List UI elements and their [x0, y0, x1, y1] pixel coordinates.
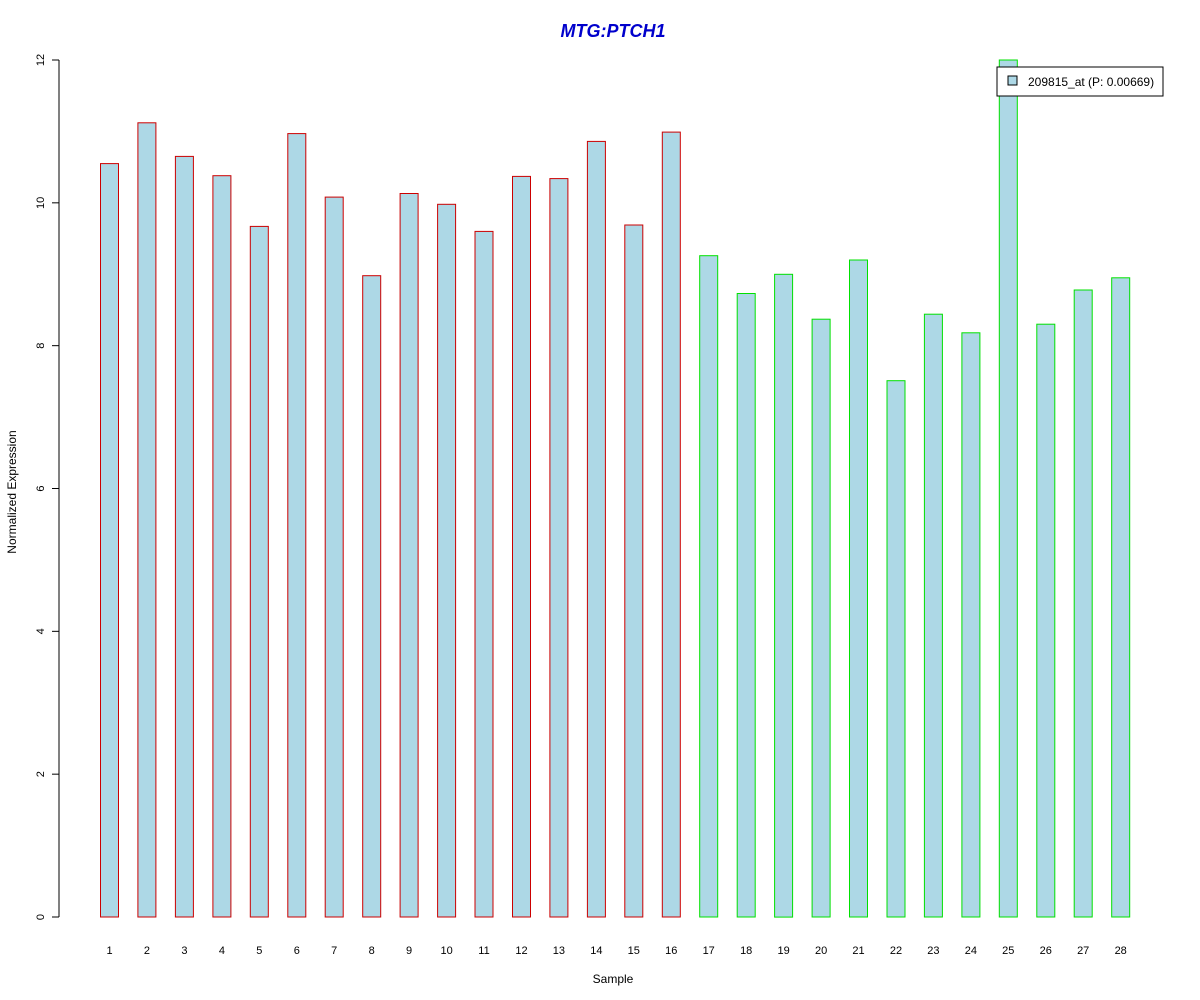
bar	[699, 255, 719, 918]
bar	[661, 131, 681, 918]
bar	[1036, 323, 1056, 918]
bar	[849, 259, 868, 918]
x-tick-label: 23	[927, 945, 939, 957]
x-tick-label: 14	[590, 945, 602, 957]
bar	[1111, 277, 1131, 918]
x-tick-label: 1	[106, 945, 112, 957]
bar	[512, 175, 531, 918]
x-tick-label: 7	[331, 945, 337, 957]
y-tick-label: 4	[35, 628, 47, 634]
x-tick-label: 10	[440, 945, 452, 957]
x-tick-label: 13	[553, 945, 565, 957]
bar	[998, 59, 1018, 918]
legend-swatch	[1007, 75, 1018, 86]
bar	[399, 193, 419, 918]
x-tick-label: 5	[256, 945, 262, 957]
x-tick-label: 16	[665, 945, 677, 957]
y-tick-label: 10	[35, 197, 47, 209]
bar	[961, 332, 981, 918]
bar	[923, 313, 943, 918]
x-tick-label: 26	[1040, 945, 1052, 957]
bar	[174, 155, 194, 918]
bar	[549, 178, 569, 918]
x-tick-label: 8	[369, 945, 375, 957]
x-tick-label: 15	[628, 945, 640, 957]
x-tick-label: 11	[478, 945, 489, 957]
x-tick-labels: 1 2 3 4 5 6 7 8 9 10 11 12 13 14 15 16 17 18 19 20 21 22 23 24 2…	[106, 945, 1126, 957]
bar	[100, 163, 119, 918]
y-tick-label: 8	[35, 343, 47, 349]
x-tick-label: 28	[1115, 945, 1127, 957]
bar	[137, 122, 157, 918]
bar	[212, 175, 232, 918]
y-axis-label: Normalized Expression	[5, 430, 19, 553]
y-tick-label: 2	[35, 771, 47, 777]
x-axis-label: Sample	[593, 972, 634, 986]
legend: 209815_at (P: 0.00669)	[996, 66, 1164, 97]
x-tick-label: 2	[144, 945, 150, 957]
x-tick-label: 17	[703, 945, 715, 957]
legend-entry: 209815_at (P: 0.00669)	[1028, 75, 1154, 89]
bar	[1073, 289, 1093, 918]
bar	[474, 230, 494, 918]
chart-title: MTG:PTCH1	[561, 21, 666, 41]
bar	[736, 293, 756, 918]
bar	[287, 133, 307, 918]
legend-box	[996, 66, 1164, 97]
x-tick-label: 6	[294, 945, 300, 957]
y-axis: 0 2 4 6 8 10 12	[35, 54, 60, 920]
y-tick-label: 12	[35, 54, 47, 66]
bar	[811, 318, 831, 918]
x-tick-label: 18	[740, 945, 752, 957]
x-tick-label: 21	[852, 945, 864, 957]
bar	[886, 380, 906, 918]
x-tick-label: 27	[1077, 945, 1089, 957]
y-tick-label: 6	[35, 485, 47, 491]
x-tick-label: 19	[777, 945, 789, 957]
x-tick-label: 3	[181, 945, 187, 957]
x-tick-label: 24	[965, 945, 977, 957]
x-tick-label: 25	[1002, 945, 1014, 957]
bars	[100, 59, 1131, 918]
y-tick-label: 0	[35, 914, 47, 920]
x-tick-label: 22	[890, 945, 902, 957]
x-tick-label: 9	[406, 945, 412, 957]
bar	[324, 196, 344, 918]
bar	[437, 203, 457, 918]
x-tick-label: 4	[219, 945, 225, 957]
x-tick-label: 12	[515, 945, 527, 957]
bar	[586, 140, 606, 918]
bar	[249, 225, 269, 918]
bar	[774, 273, 794, 918]
x-tick-label: 20	[815, 945, 827, 957]
bar	[624, 224, 644, 918]
bar	[362, 275, 382, 918]
